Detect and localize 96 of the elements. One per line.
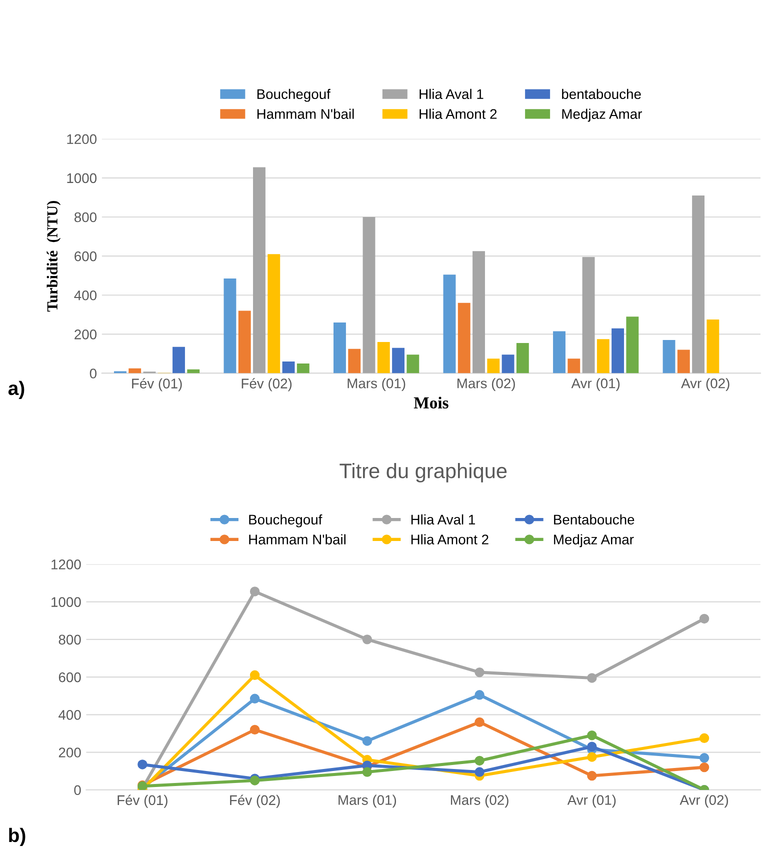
text: a) — [8, 380, 24, 399]
legend-label: Hlia Amont 2 — [420, 108, 497, 119]
bar — [516, 342, 529, 374]
y-tick-label: 400 — [58, 710, 81, 720]
bar — [706, 320, 720, 374]
legend-label: Hammam N'bail — [257, 108, 354, 119]
bar — [487, 358, 500, 374]
bar — [362, 217, 376, 374]
bar — [626, 316, 639, 374]
bar — [472, 251, 485, 374]
point — [699, 762, 710, 772]
point — [250, 694, 260, 704]
point — [474, 667, 484, 678]
bar — [172, 346, 185, 374]
bar — [253, 167, 266, 374]
y-tick-label: 600 — [74, 251, 97, 262]
point — [474, 717, 484, 728]
point — [699, 614, 710, 624]
y-tick-label: 600 — [58, 672, 81, 682]
x-tick-label: Avr (01) — [567, 794, 616, 808]
chart-title: Titre du graphique — [340, 462, 507, 482]
bar — [612, 328, 624, 374]
x-tick-label: Fév (01) — [132, 378, 182, 392]
bar — [662, 340, 676, 374]
y-tick-label: 1000 — [52, 597, 81, 607]
y-tick-label: 1000 — [67, 173, 97, 184]
y-tick-label: 800 — [58, 634, 81, 645]
legend-label: Bouchegouf — [249, 514, 322, 528]
bar — [392, 348, 404, 374]
point — [474, 756, 484, 766]
x-axis-title: Mois — [414, 396, 448, 408]
point — [474, 767, 484, 777]
bar — [238, 310, 251, 374]
legend-label: Hlia Aval 1 — [411, 514, 475, 525]
point — [250, 670, 260, 680]
y-tick-label: 1200 — [52, 560, 81, 570]
x-tick-label: Mars (02) — [458, 378, 515, 392]
y-tick-label: 0 — [74, 785, 81, 796]
bar — [406, 354, 420, 374]
legend-label: bentabouche — [562, 88, 641, 100]
legend-label: Hlia Amont 2 — [411, 534, 488, 544]
bar — [596, 339, 610, 374]
point — [138, 760, 148, 770]
x-tick-label: Mars (01) — [338, 794, 396, 808]
point — [250, 586, 260, 596]
bar — [296, 363, 310, 374]
point — [699, 733, 710, 744]
point — [362, 767, 372, 777]
x-tick-label: Avr (02) — [681, 378, 730, 392]
point — [474, 690, 484, 700]
y-axis-title: Turbidité (NTU) — [46, 200, 61, 312]
y-tick-label: 200 — [74, 330, 97, 340]
point — [587, 673, 597, 683]
x-tick-label: Avr (02) — [680, 794, 728, 808]
bar — [348, 348, 361, 374]
x-tick-label: Fév (02) — [242, 378, 292, 392]
y-tick-label: 200 — [58, 748, 81, 758]
bar — [443, 274, 456, 374]
bar — [282, 362, 295, 374]
point — [250, 724, 260, 735]
x-tick-label: Mars (02) — [450, 794, 508, 808]
legend-label: Hammam N'bail — [249, 534, 346, 544]
bar — [224, 278, 236, 374]
legend-label: Bentabouche — [554, 514, 634, 525]
point — [362, 634, 372, 644]
y-tick-label: 1200 — [67, 134, 97, 144]
point — [587, 752, 597, 762]
y-tick-label: 800 — [74, 212, 97, 222]
bar — [377, 342, 390, 374]
text: b) — [9, 828, 26, 846]
legend-label: Medjaz Amar — [554, 534, 634, 548]
bar — [458, 302, 470, 374]
legend-label: Hlia Aval 1 — [420, 88, 484, 100]
x-tick-label: Mars (01) — [348, 378, 406, 392]
point — [699, 753, 710, 763]
x-tick-label: Avr (01) — [571, 378, 620, 392]
point — [587, 770, 597, 781]
bar — [553, 331, 566, 374]
bar — [187, 369, 200, 374]
legend-label: Medjaz Amar — [562, 108, 642, 122]
point — [587, 742, 597, 752]
bar — [677, 350, 690, 374]
bar — [334, 322, 346, 374]
bar — [568, 358, 580, 374]
legend-label: Bouchegouf — [257, 88, 330, 102]
bar — [692, 196, 704, 374]
bar — [502, 354, 514, 374]
y-tick-label: 0 — [90, 368, 97, 378]
x-tick-label: Fév (01) — [118, 794, 168, 808]
y-tick-label: 400 — [74, 290, 97, 300]
point — [587, 730, 597, 740]
bar — [582, 257, 595, 374]
point — [362, 736, 372, 746]
bar — [128, 368, 142, 374]
bar — [268, 254, 280, 374]
x-tick-label: Fév (02) — [230, 794, 280, 808]
